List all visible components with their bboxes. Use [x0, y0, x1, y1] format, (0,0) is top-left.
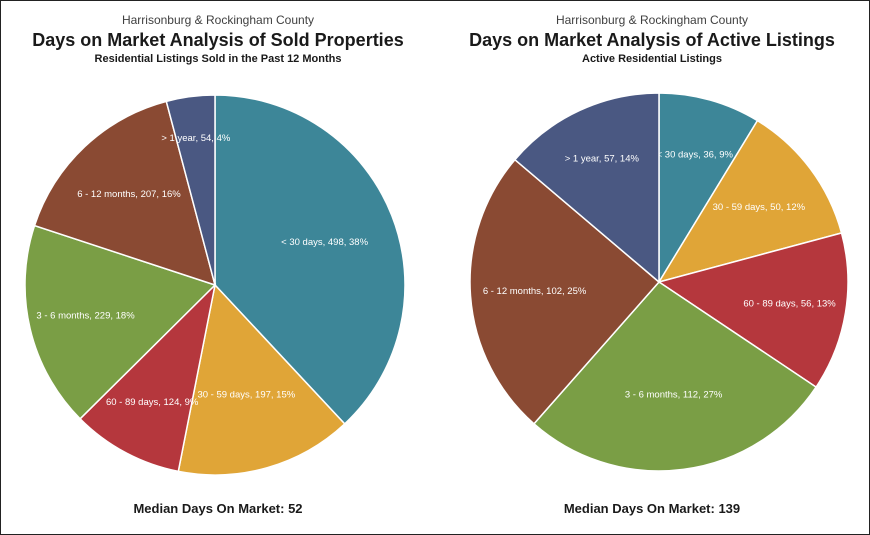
- active-median-days: Median Days On Market: 139: [563, 501, 741, 516]
- active-slice-3-6-months: [532, 281, 818, 472]
- active-chart-title: Days on Market Analysis of Active Listin…: [469, 30, 835, 50]
- active-slice-label-6-12-months: 6 - 12 months, 102, 25%: [483, 286, 587, 297]
- active-slice-gt-1-year: [513, 92, 660, 284]
- active-chart-region-label: Harrisonburg & Rockingham County: [555, 13, 749, 27]
- sold-slice-30-59-days: [177, 283, 346, 476]
- active-listings-chart-panel: Harrisonburg & Rockingham County Days on…: [435, 1, 869, 534]
- active-slice-label-lt-30-days: < 30 days, 36, 9%: [657, 150, 734, 161]
- sold-properties-chart-panel: Harrisonburg & Rockingham County Days on…: [1, 1, 435, 534]
- active-slice-30-59-days: [657, 119, 843, 284]
- active-slice-6-12-months: [469, 158, 661, 425]
- active-chart-subtitle: Active Residential Listings: [582, 53, 722, 65]
- sold-slice-60-89-days: [79, 282, 217, 473]
- sold-slice-6-12-months: [33, 100, 217, 287]
- active-slice-label-60-89-days: 60 - 89 days, 56, 13%: [743, 299, 836, 310]
- sold-slice-gt-1-year: [165, 94, 216, 286]
- sold-chart-title: Days on Market Analysis of Sold Properti…: [32, 30, 404, 50]
- sold-slice-label-3-6-months: 3 - 6 months, 229, 18%: [36, 311, 135, 322]
- sold-slice-label-gt-1-year: > 1 year, 54, 4%: [161, 133, 230, 144]
- active-slice-60-89-days: [657, 232, 849, 389]
- sold-slice-label-6-12-months: 6 - 12 months, 207, 16%: [77, 189, 181, 200]
- sold-median-days: Median Days On Market: 52: [133, 501, 303, 516]
- active-slice-lt-30-days: [658, 92, 759, 285]
- sold-chart-region-label: Harrisonburg & Rockingham County: [121, 13, 315, 27]
- sold-slice-label-60-89-days: 60 - 89 days, 124, 9%: [106, 397, 199, 408]
- active-pie-chart: < 30 days, 36, 9% 30 - 59 days, 50, 12% 60…: [469, 92, 849, 472]
- sold-slice-label-30-59-days: 30 - 59 days, 197, 15%: [197, 390, 295, 401]
- active-slice-label-gt-1-year: > 1 year, 57, 14%: [565, 154, 640, 165]
- sold-slice-3-6-months: [24, 224, 217, 420]
- active-slice-label-3-6-months: 3 - 6 months, 112, 27%: [625, 389, 723, 400]
- sold-chart-subtitle: Residential Listings Sold in the Past 12…: [94, 53, 342, 65]
- sold-slice-lt-30-days: [214, 94, 406, 425]
- sold-slice-label-lt-30-days: < 30 days, 498, 38%: [281, 237, 368, 248]
- sold-pie-chart: < 30 days, 498, 38% 30 - 59 days, 197, 15…: [24, 94, 406, 476]
- active-slice-label-30-59-days: 30 - 59 days, 50, 12%: [713, 202, 806, 213]
